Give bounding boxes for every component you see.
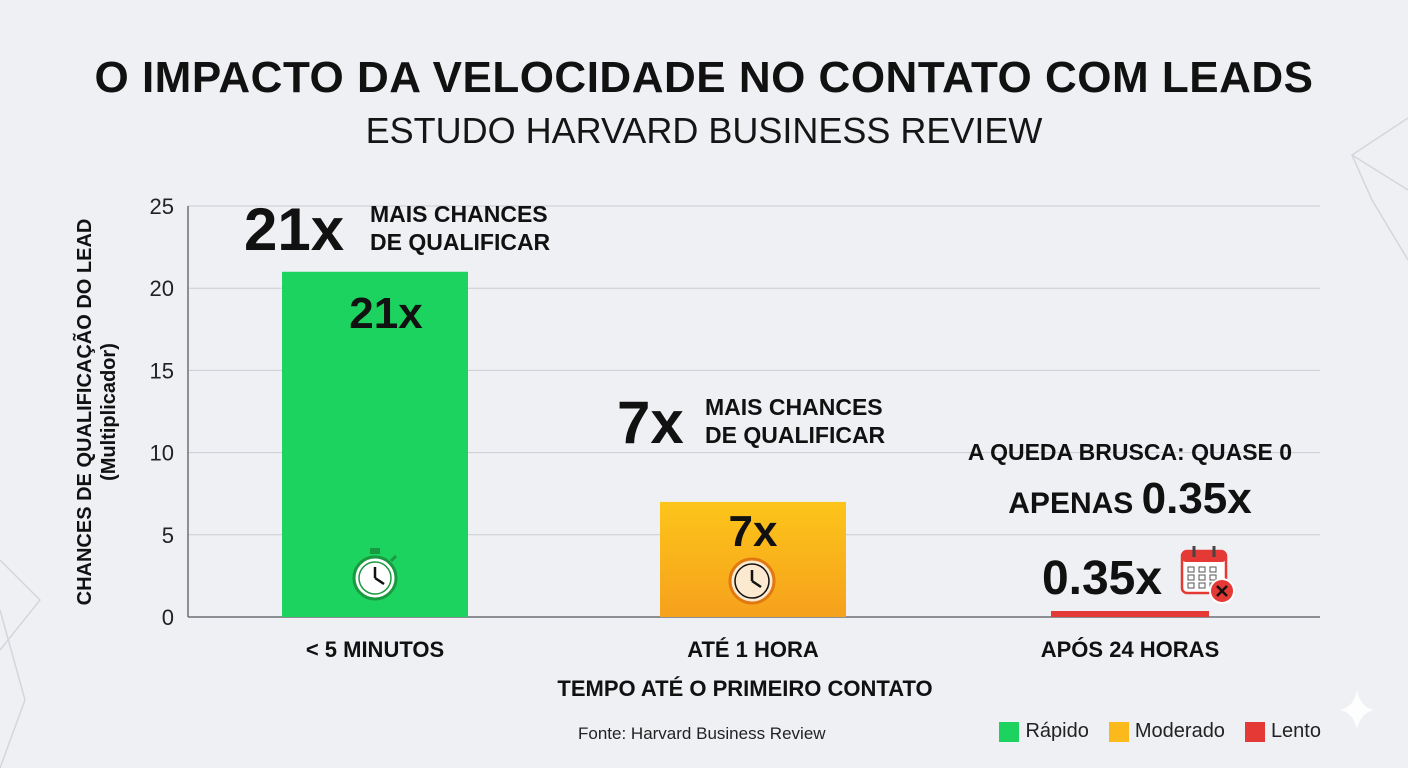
bar-value-label: 7x [729, 507, 778, 556]
calendar-cell [1187, 582, 1195, 589]
chart-title: O IMPACTO DA VELOCIDADE NO CONTATO COM L… [94, 53, 1314, 102]
stopwatch-ring [358, 561, 392, 595]
stopwatch-icon [352, 548, 398, 601]
annotation-big-value: 21x [244, 196, 344, 263]
annotation-big-value: 7x [617, 389, 684, 456]
annotation-text: A QUEDA BRUSCA: QUASE 0 [968, 439, 1292, 465]
calendar-header [1182, 551, 1226, 562]
stopwatch-side [389, 554, 398, 563]
calendar-cell [1187, 574, 1195, 581]
annotation-big-value: 0.35x [1142, 474, 1253, 523]
legend-label-moderado: Moderado [1134, 720, 1225, 742]
stopwatch-button [370, 548, 380, 554]
bar-value-label: 0.35x [1042, 552, 1162, 605]
calendar-cell [1187, 566, 1195, 573]
chart-legend: Rápido Moderado Lento [999, 720, 1321, 743]
y-tick-label: 15 [150, 358, 174, 383]
y-tick-label: 25 [150, 194, 174, 219]
legend-label-rapido: Rápido [1025, 720, 1089, 742]
x-tick-label: ATÉ 1 HORA [687, 637, 819, 662]
annotation-text: MAIS CHANCES [370, 201, 548, 227]
annotation-text: MAIS CHANCES [705, 394, 883, 420]
clock-hand [751, 579, 762, 589]
clock-ring [734, 563, 770, 599]
calendar-cell [1209, 566, 1217, 573]
source-note: Fonte: Harvard Business Review [578, 724, 826, 743]
y-tick-label: 20 [150, 276, 174, 301]
legend-swatch-lento [1244, 721, 1265, 742]
calendar-cell [1198, 574, 1206, 581]
x-tick-label: < 5 MINUTOS [306, 637, 444, 662]
calendar-cell [1198, 582, 1206, 589]
legend-swatch-moderado [1108, 721, 1129, 742]
bar-3 [1051, 611, 1209, 617]
y-tick-label: 5 [162, 523, 174, 548]
calendar-cancel-icon [1180, 546, 1235, 604]
bar-value-label: 21x [349, 289, 423, 338]
x-tick-label: APÓS 24 HORAS [1041, 637, 1220, 662]
clock-icon [728, 557, 776, 605]
y-tick-label: 0 [162, 605, 174, 630]
calendar-cell [1209, 574, 1217, 581]
calendar-cancel-x [1216, 585, 1228, 597]
annotation-drop-line: APENAS 0.35x [1008, 474, 1252, 523]
legend-item-rapido: Rápido [999, 720, 1089, 743]
calendar-cell [1198, 566, 1206, 573]
y-tick-label: 10 [150, 441, 174, 466]
annotation-text: DE QUALIFICAR [370, 229, 551, 255]
legend-swatch-rapido [999, 721, 1020, 742]
legend-item-lento: Lento [1244, 720, 1321, 743]
stopwatch-hand [374, 576, 385, 586]
legend-item-moderado: Moderado [1108, 720, 1225, 743]
legend-label-lento: Lento [1270, 720, 1321, 742]
annotation-text: APENAS [1008, 487, 1141, 520]
x-axis-label: TEMPO ATÉ O PRIMEIRO CONTATO [557, 676, 933, 701]
annotation-text: DE QUALIFICAR [705, 422, 886, 448]
chart-subtitle: ESTUDO HARVARD BUSINESS REVIEW [365, 110, 1043, 151]
